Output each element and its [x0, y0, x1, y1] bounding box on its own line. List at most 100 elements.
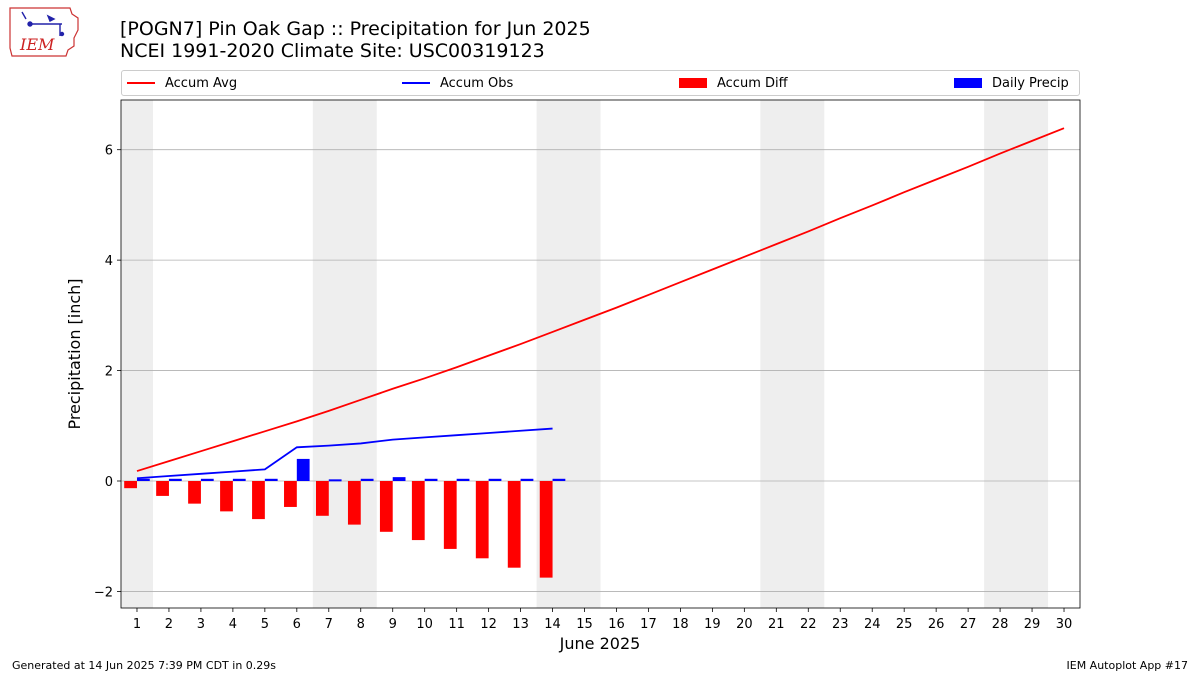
legend-label-daily-precip: Daily Precip	[992, 75, 1069, 91]
x-tick-label: 22	[800, 617, 817, 632]
chart-subtitle: NCEI 1991-2020 Climate Site: USC00319123	[120, 40, 545, 62]
x-tick-label: 20	[736, 617, 753, 632]
x-axis-label: June 2025	[559, 634, 641, 653]
iowa-state-outline	[9, 7, 79, 57]
daily-precip-bar	[552, 478, 566, 481]
x-tick-label: 26	[928, 617, 945, 632]
bars	[124, 458, 566, 578]
daily-precip-bar	[520, 478, 534, 481]
daily-precip-bar	[136, 478, 150, 481]
daily-precip-bar	[168, 478, 182, 481]
daily-precip-bar	[232, 478, 246, 481]
y-tick-label: 2	[105, 365, 113, 380]
x-tick-label: 30	[1056, 617, 1073, 632]
x-tick-label: 15	[576, 617, 593, 632]
y-axis-label: Precipitation [inch]	[65, 278, 84, 429]
x-tick-label: 14	[544, 617, 561, 632]
x-tick-label: 9	[389, 617, 397, 632]
legend-swatch-accum-avg	[127, 82, 155, 84]
x-tick-label: 5	[261, 617, 269, 632]
weekend-band	[312, 100, 377, 608]
footer-app-label: IEM Autoplot App #17	[1066, 659, 1189, 672]
accum-diff-bar	[315, 481, 329, 516]
grid-lines	[121, 149, 1080, 592]
accum-diff-bar	[284, 481, 297, 507]
daily-precip-bar	[328, 479, 342, 482]
accum-diff-bar	[188, 481, 201, 504]
accum-diff-bar	[220, 481, 233, 512]
x-tick-label: 2	[165, 617, 173, 632]
footer-generated-text: Generated at 14 Jun 2025 7:39 PM CDT in …	[12, 659, 277, 672]
legend-item-accum-obs: Accum Obs	[402, 71, 513, 95]
weekend-shading	[121, 100, 1049, 608]
y-tick-label: −2	[94, 585, 113, 600]
y-tick-label: 4	[105, 254, 113, 269]
x-tick-label: 4	[229, 617, 237, 632]
plot-frame	[120, 99, 1081, 609]
daily-precip-bar	[392, 477, 406, 481]
daily-precip-bar	[200, 478, 214, 481]
weather-station-icon	[21, 11, 65, 37]
legend-swatch-daily-precip	[954, 78, 982, 88]
x-tick-label: 18	[672, 617, 689, 632]
x-tick-label: 23	[832, 617, 849, 632]
accum-obs-line	[136, 427, 553, 480]
y-tick-label: 0	[105, 475, 113, 490]
title-block: [POGN7] Pin Oak Gap :: Precipitation for…	[120, 18, 591, 62]
x-tick-label: 27	[960, 617, 977, 632]
weekend-band	[760, 100, 825, 608]
accum-diff-bar	[539, 481, 553, 578]
iem-logo: IEM	[9, 7, 79, 57]
legend-item-accum-diff: Accum Diff	[679, 71, 788, 95]
legend-label-accum-obs: Accum Obs	[440, 75, 514, 91]
legend-item-accum-avg: Accum Avg	[127, 71, 237, 95]
x-tick-label: 24	[864, 617, 881, 632]
accum-diff-bar	[124, 481, 137, 489]
accum-diff-bar	[347, 481, 361, 525]
lines	[136, 127, 1065, 480]
accum-diff-bar	[411, 481, 425, 541]
x-tick-label: 8	[357, 617, 365, 632]
x-tick-label: 6	[293, 617, 301, 632]
x-tick-label: 3	[197, 617, 205, 632]
chart-title: [POGN7] Pin Oak Gap :: Precipitation for…	[120, 18, 591, 40]
weekend-band	[984, 100, 1049, 608]
x-tick-label: 28	[992, 617, 1009, 632]
daily-precip-bar	[488, 478, 502, 481]
accum-diff-bar	[156, 481, 169, 496]
x-tick-label: 29	[1024, 617, 1041, 632]
x-tick-label: 12	[480, 617, 497, 632]
x-tick-label: 7	[325, 617, 333, 632]
accum-diff-bar	[379, 481, 393, 532]
x-tick-label: 13	[512, 617, 529, 632]
accum-diff-bar	[475, 481, 489, 559]
x-tick-label: 19	[704, 617, 721, 632]
legend-swatch-accum-diff	[679, 78, 707, 88]
y-tick-label: 6	[105, 144, 113, 159]
legend-item-daily-precip: Daily Precip	[954, 71, 1069, 95]
daily-precip-bar	[456, 478, 470, 481]
accum-diff-bar	[252, 481, 265, 520]
legend-label-accum-avg: Accum Avg	[165, 75, 238, 91]
legend: Accum Avg Accum Obs Accum Diff Daily Pre…	[121, 70, 1080, 96]
x-tick-label: 10	[416, 617, 433, 632]
daily-precip-bar	[296, 458, 310, 481]
accum-avg-line	[136, 127, 1065, 472]
logo-text: IEM	[19, 35, 55, 54]
daily-precip-bar	[360, 478, 374, 481]
accum-diff-bar	[507, 481, 521, 568]
x-tick-label: 11	[448, 617, 465, 632]
legend-label-accum-diff: Accum Diff	[717, 75, 788, 91]
accum-diff-bar	[443, 481, 457, 549]
daily-precip-bar	[264, 478, 278, 481]
weekend-band	[121, 100, 153, 608]
legend-swatch-accum-obs	[402, 82, 430, 84]
daily-precip-bar	[424, 478, 438, 481]
x-tick-label: 21	[768, 617, 785, 632]
x-tick-label: 1	[133, 617, 141, 632]
x-tick-label: 16	[608, 617, 625, 632]
x-tick-label: 17	[640, 617, 657, 632]
x-tick-label: 25	[896, 617, 913, 632]
